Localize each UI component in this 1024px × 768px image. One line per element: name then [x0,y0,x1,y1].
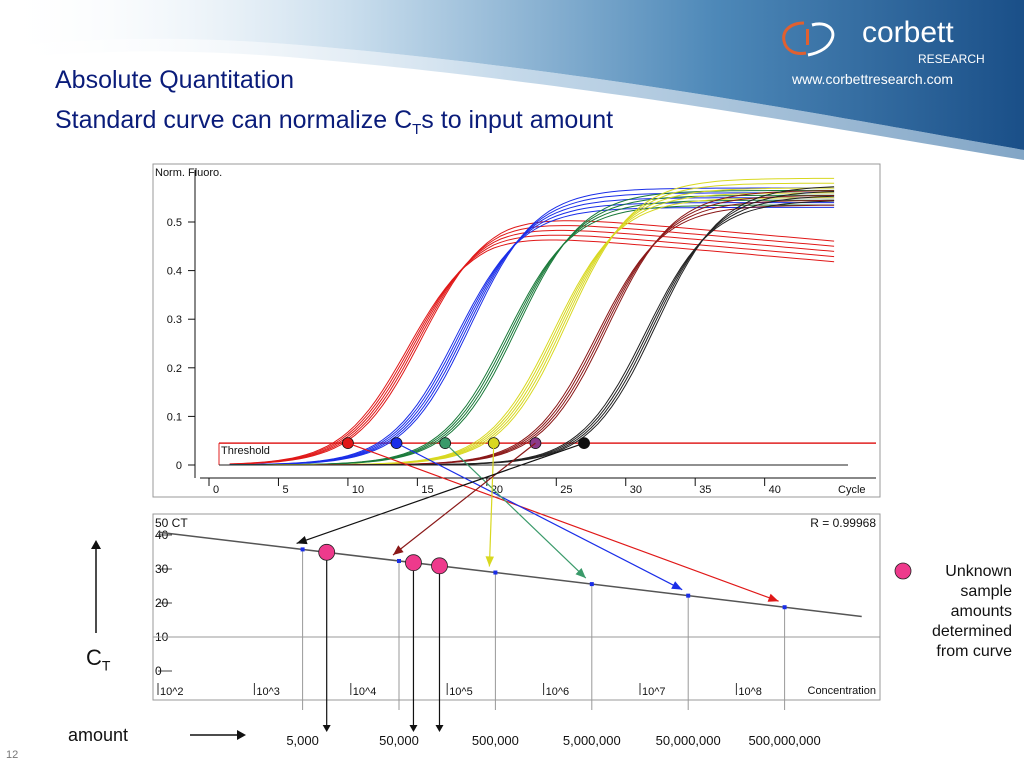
title-line-2-post: s to input amount [421,106,614,134]
ct-mapping-arrowhead [671,581,683,590]
website-link[interactable]: www.corbettresearch.com [792,71,954,87]
ct-mapping-arrowhead [767,593,779,602]
amplification-x-tick-label: 10 [352,484,364,496]
ct-mapping-arrowhead [296,536,308,545]
amount-label: 50,000 [379,733,419,748]
amplification-curve [229,189,835,466]
title-line-2: Standard curve can normalize CTs to inpu… [55,106,613,138]
amplification-x-tick-label: 25 [560,484,572,496]
amount-label: 50,000,000 [656,733,721,748]
amount-label: 5,000,000 [563,733,621,748]
logo-subtitle: RESEARCH [918,52,985,66]
amount-right-arrowhead [237,730,246,740]
amount-label: 5,000 [286,733,319,748]
legend-line-4: determined [931,623,1012,640]
title-subscript: T [412,121,422,138]
standard-x-tick-label: 10^7 [642,686,666,698]
amplification-x-tick-label: 35 [699,484,711,496]
amplification-y-axis-label: Norm. Fluoro. [155,167,222,179]
logo-wordmark: corbett [862,16,954,49]
standard-y-tick-label: 30 [155,562,169,576]
title-line-2-pre: Standard curve can normalize C [55,106,413,134]
amplification-curve [229,239,835,465]
ct-axis-label: CT [86,645,110,673]
amplification-x-tick-label: 15 [421,484,433,496]
amplification-plot-frame [152,163,881,498]
standard-point [397,558,401,563]
amount-label: 500,000 [472,733,519,748]
ct-mapping-arrowhead [485,556,494,567]
legend-marker [894,562,912,580]
ct-mapping-arrow [296,442,585,544]
ct-mapping-arrow [488,443,495,567]
amplification-curve [229,220,835,465]
legend-line-5: from curve [936,643,1012,660]
standard-point [493,570,498,575]
amplification-x-tick-label: 30 [630,484,642,496]
amplification-curve [229,187,835,466]
amplification-y-tick-label: 0.3 [167,314,182,326]
amplification-y-tick-label: 0.5 [167,217,182,229]
standard-curve-frame [152,513,881,701]
standard-y-tick-label: 0 [155,664,162,678]
unknown-drop-arrowhead [322,725,331,732]
amplification-y-tick-label: 0.1 [167,411,182,423]
title-line-1: Absolute Quantitation [55,66,295,94]
amount-label: 500,000,000 [748,733,820,748]
legend-line-1: Unknown [945,563,1012,580]
standard-regression-line [157,531,862,618]
unknown-drop-arrowhead [409,725,418,732]
standard-point [782,605,787,610]
standard-x-tick-label: 10^2 [160,686,184,698]
unknown-point [405,554,422,572]
ct-mapping-arrow [444,442,587,579]
page-number: 12 [6,749,19,761]
ct-mapping-arrowhead [393,545,404,555]
legend-text: Unknown sample amounts determined from c… [892,562,1012,662]
standard-point [686,593,691,598]
standard-point [300,547,305,552]
amplification-curve [229,234,835,465]
unknown-drop-arrowhead [435,725,444,732]
ct-label-sub: T [101,657,111,674]
standard-y-axis-label: 50 CT [155,516,188,530]
standard-point [589,582,594,587]
ct-mapping-arrow [396,442,683,591]
legend-line-2: sample [960,583,1012,600]
unknown-point [318,543,336,561]
standard-y-tick-label: 20 [155,596,169,610]
ct-label: C [86,645,102,670]
corbett-logo-mark [778,15,838,61]
amplification-x-tick-label: 40 [769,484,781,496]
amplification-y-tick-label: 0.4 [167,266,182,278]
standard-x-tick-label: 10^3 [256,686,280,698]
standard-x-tick-label: 10^6 [546,686,570,698]
standard-x-tick-label: 10^4 [353,686,377,698]
standard-x-tick-label: 10^5 [449,686,473,698]
amplification-x-tick-label: 5 [282,484,288,496]
ct-mapping-arrow [392,442,536,556]
standard-y-tick-label: 40 [155,528,169,542]
amplification-x-axis-label: Cycle [838,484,866,496]
amplification-y-tick-label: 0 [176,460,182,472]
standard-x-tick-label: 10^8 [738,686,762,698]
ct-mapping-arrow [347,442,779,602]
amplification-curve [229,186,835,466]
amplification-y-tick-label: 0.2 [167,363,182,375]
standard-x-axis-label: Concentration [808,685,877,697]
amplification-x-tick-label: 0 [213,484,219,496]
ct-up-arrowhead [91,540,101,549]
threshold-label: Threshold [221,445,270,457]
legend-line-3: amounts [950,603,1012,620]
amount-label: amount [68,725,129,745]
unknown-point [431,557,448,575]
ct-mapping-arrowhead [575,568,586,579]
r-squared-annotation: R = 0.99968 [810,516,876,530]
